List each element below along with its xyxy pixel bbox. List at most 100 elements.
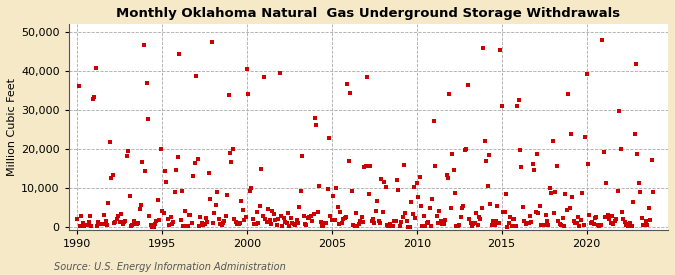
Point xyxy=(147,224,158,229)
Point xyxy=(413,195,424,199)
Point xyxy=(372,199,383,204)
Point xyxy=(471,210,482,215)
Point xyxy=(306,219,317,224)
Point xyxy=(150,222,161,226)
Point xyxy=(551,163,562,168)
Point xyxy=(229,216,240,221)
Point xyxy=(246,186,256,190)
Point xyxy=(80,223,91,227)
Point xyxy=(264,218,275,222)
Point xyxy=(274,71,285,75)
Point xyxy=(157,209,167,213)
Point xyxy=(159,168,170,173)
Title: Monthly Oklahoma Natural  Gas Underground Storage Withdrawals: Monthly Oklahoma Natural Gas Underground… xyxy=(116,7,620,20)
Point xyxy=(414,174,425,179)
Point xyxy=(393,188,404,192)
Point xyxy=(435,219,446,224)
Point xyxy=(253,221,264,225)
Point xyxy=(620,220,630,224)
Point xyxy=(444,92,455,96)
Point xyxy=(615,147,626,152)
Point xyxy=(380,185,391,189)
Point xyxy=(136,203,146,207)
Point xyxy=(88,97,99,101)
Point xyxy=(103,201,114,205)
Point xyxy=(460,148,470,152)
Point xyxy=(464,216,475,221)
Point xyxy=(489,222,500,227)
Point xyxy=(474,215,485,219)
Point xyxy=(195,214,206,219)
Point xyxy=(219,219,230,223)
Point xyxy=(107,173,118,177)
Point xyxy=(225,151,236,156)
Point xyxy=(192,156,203,161)
Point xyxy=(154,218,165,222)
Point xyxy=(454,223,464,227)
Point xyxy=(252,210,263,214)
Point xyxy=(142,117,153,121)
Point xyxy=(367,217,378,221)
Point xyxy=(155,147,166,152)
Point xyxy=(406,200,416,204)
Point xyxy=(164,223,175,227)
Point xyxy=(423,220,433,224)
Point xyxy=(424,206,435,210)
Point xyxy=(375,221,385,225)
Point xyxy=(646,158,657,163)
Point xyxy=(203,171,214,175)
Point xyxy=(111,217,122,221)
Point xyxy=(630,62,641,67)
Point xyxy=(127,223,138,227)
Point xyxy=(325,214,336,218)
Point xyxy=(625,221,636,226)
Point xyxy=(74,84,84,89)
Point xyxy=(588,222,599,226)
Point xyxy=(629,132,640,136)
Point xyxy=(230,220,241,224)
Point xyxy=(553,219,564,223)
Point xyxy=(338,217,348,222)
Point xyxy=(92,223,103,228)
Point xyxy=(497,210,508,214)
Point xyxy=(501,192,512,196)
Point xyxy=(283,211,294,215)
Point xyxy=(144,214,155,218)
Point xyxy=(99,213,109,217)
Point xyxy=(168,220,179,224)
Point xyxy=(455,215,466,219)
Point xyxy=(298,214,309,218)
Point xyxy=(539,223,549,227)
Point xyxy=(263,207,273,211)
Point xyxy=(151,219,162,223)
Point xyxy=(482,184,493,188)
Point xyxy=(438,222,449,227)
Point xyxy=(329,218,340,223)
Point xyxy=(420,224,431,228)
Point xyxy=(416,204,427,208)
Point xyxy=(411,180,422,185)
Point xyxy=(119,219,130,224)
Point xyxy=(567,195,578,199)
Point xyxy=(95,222,105,227)
Point xyxy=(173,52,184,56)
Point xyxy=(522,221,533,225)
Point xyxy=(261,220,272,224)
Point xyxy=(148,224,159,229)
Point xyxy=(493,220,504,225)
Point xyxy=(327,218,338,222)
Point xyxy=(163,217,173,221)
Point xyxy=(407,211,418,216)
Point xyxy=(389,219,400,223)
Point xyxy=(145,223,156,228)
Point xyxy=(171,168,182,172)
Point xyxy=(505,215,516,219)
Point xyxy=(377,210,388,214)
Point xyxy=(344,159,354,163)
Point xyxy=(308,211,319,216)
Point xyxy=(624,222,634,226)
Point xyxy=(402,219,412,223)
Point xyxy=(133,221,144,226)
Point xyxy=(504,221,514,225)
Point xyxy=(425,224,436,228)
